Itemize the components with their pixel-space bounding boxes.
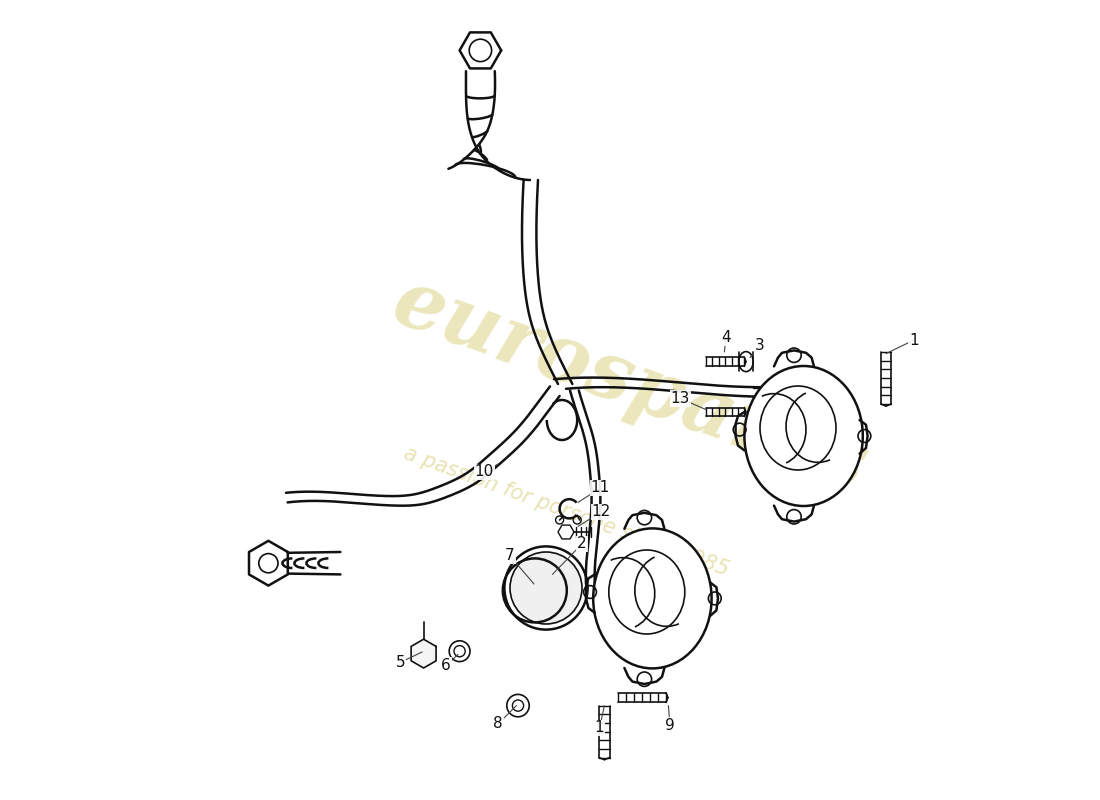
Text: 8: 8 xyxy=(493,717,503,731)
Ellipse shape xyxy=(593,528,712,669)
Text: 13: 13 xyxy=(671,391,690,406)
Text: 9: 9 xyxy=(666,718,675,733)
Text: 2: 2 xyxy=(578,537,586,551)
Text: 11: 11 xyxy=(591,481,611,495)
Text: 6: 6 xyxy=(441,658,451,673)
Text: eurospares: eurospares xyxy=(383,262,878,506)
Text: 5: 5 xyxy=(396,655,405,670)
Text: 4: 4 xyxy=(722,330,730,345)
Polygon shape xyxy=(411,639,436,668)
Text: 12: 12 xyxy=(592,505,611,519)
Circle shape xyxy=(510,552,582,624)
Text: 7: 7 xyxy=(505,549,515,563)
Text: 1: 1 xyxy=(910,333,918,347)
Text: 3: 3 xyxy=(755,338,764,353)
Text: a passion for porsche since 1985: a passion for porsche since 1985 xyxy=(400,444,732,580)
Text: 10: 10 xyxy=(475,465,494,479)
Text: 1: 1 xyxy=(595,721,604,735)
Ellipse shape xyxy=(745,366,862,506)
